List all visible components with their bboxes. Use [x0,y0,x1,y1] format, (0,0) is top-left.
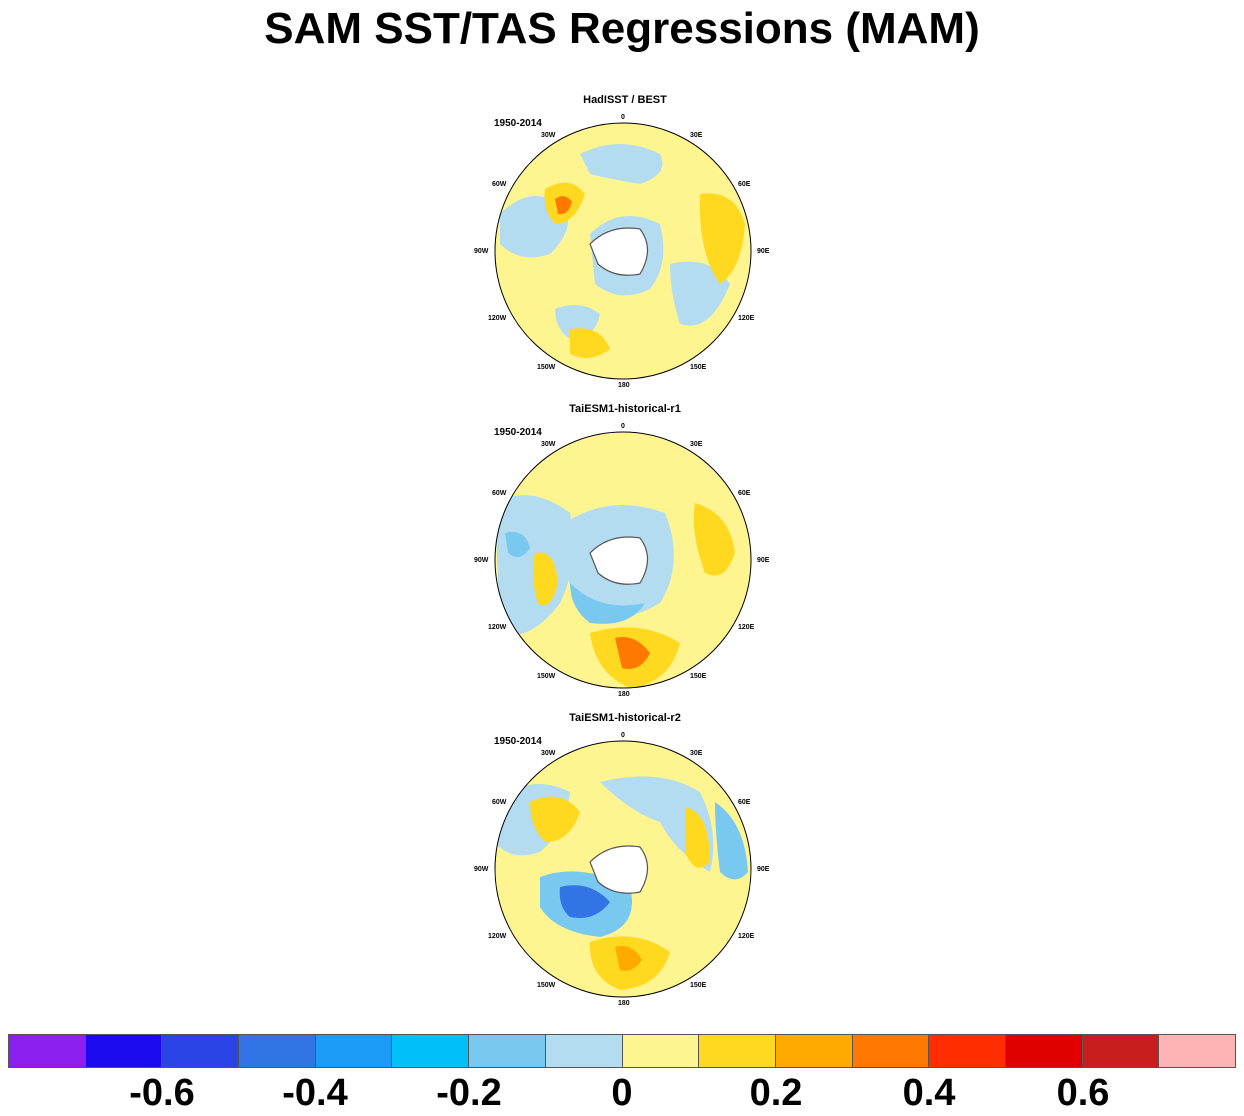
lon-label-120w: 120W [488,315,507,322]
lon-label-120e: 120E [738,933,755,940]
moderate-cool-anomaly [570,583,645,624]
map-panel-taiesm1-r1: TaiESM1-historical-r1 1950-2014 0 30E 60… [470,403,780,703]
strong-warm-anomaly [615,637,650,669]
lon-label-90e: 90E [757,557,770,564]
map-boundary [494,122,752,380]
warm-anomaly [685,807,710,868]
lon-label-120w: 120W [488,624,507,631]
panel-title: HadISST / BEST [583,94,667,106]
lon-label-180: 180 [618,1000,630,1007]
colorbar-box [621,1034,700,1068]
strong-warm-anomaly [615,945,642,971]
lon-label-60w: 60W [492,799,507,806]
lon-label-30e: 30E [690,132,703,139]
moderate-cool-anomaly [715,802,748,880]
strong-cool-anomaly [559,885,610,918]
lon-label-0: 0 [621,732,625,739]
colorbar-box [928,1034,1006,1068]
colorbar-box [8,1034,86,1068]
cool-anomaly [670,261,730,326]
map-panel-taiesm1-r2: TaiESM1-historical-r2 1950-2014 0 30E 60… [470,712,780,1012]
lon-label-150e: 150E [690,982,707,989]
colorbar-label: 0 [611,1072,633,1114]
colorbar [8,1034,1236,1068]
lon-label-30e: 30E [690,441,703,448]
cool-anomaly [580,144,663,184]
panel-period: 1950-2014 [494,118,542,129]
lon-label-60e: 60E [738,490,751,497]
warm-anomaly [533,552,558,606]
lon-label-30w: 30W [541,441,556,448]
colorbar-box [161,1034,240,1068]
colorbar-box [314,1034,393,1068]
polar-map [494,431,752,689]
lon-label-90w: 90W [474,866,489,873]
cool-anomaly [600,776,714,872]
lon-label-30e: 30E [690,750,703,757]
lon-label-60w: 60W [492,181,507,188]
lon-label-150w: 150W [537,673,556,680]
lon-label-90e: 90E [757,866,770,873]
lon-label-0: 0 [621,114,625,121]
lon-label-120e: 120E [738,624,755,631]
lon-label-90w: 90W [474,557,489,564]
colorbar-label: 0.4 [902,1072,956,1114]
strong-warm-anomaly [555,196,572,215]
lon-label-60e: 60E [738,799,751,806]
colorbar-label: 0.6 [1056,1072,1110,1114]
warm-anomaly [693,503,735,576]
lon-label-60w: 60W [492,490,507,497]
colorbar-label: -0.4 [282,1072,348,1114]
warm-anomaly [530,796,580,842]
lon-label-30w: 30W [541,750,556,757]
map-boundary [494,740,752,998]
lon-label-150e: 150E [690,364,707,371]
warm-anomaly [570,328,610,358]
panel-title: TaiESM1-historical-r1 [569,403,681,415]
lon-label-120w: 120W [488,933,507,940]
antarctica [589,845,649,894]
polar-map [494,122,752,380]
colorbar-box [238,1034,316,1068]
colorbar-label: 0.2 [749,1072,803,1114]
map-boundary [494,431,752,689]
lon-label-150e: 150E [690,673,707,680]
lon-label-180: 180 [618,382,630,389]
colorbar-box [851,1034,930,1068]
figure-title: SAM SST/TAS Regressions (MAM) [264,4,980,53]
colorbar-box [1004,1034,1083,1068]
panel-period: 1950-2014 [494,736,542,747]
panel-period: 1950-2014 [494,427,542,438]
colorbar-box [1158,1034,1236,1068]
antarctica [589,227,649,276]
colorbar-label: -0.2 [436,1072,502,1114]
lon-label-150w: 150W [537,364,556,371]
lon-label-30w: 30W [541,132,556,139]
lon-label-150w: 150W [537,982,556,989]
panel-title: TaiESM1-historical-r2 [569,712,681,724]
colorbar-box [1081,1034,1160,1068]
lon-label-180: 180 [618,691,630,698]
lon-label-120e: 120E [738,315,755,322]
colorbar-box [698,1034,776,1068]
colorbar-box [84,1034,163,1068]
lon-label-90w: 90W [474,248,489,255]
lon-label-60e: 60E [738,181,751,188]
colorbar-box [468,1034,546,1068]
warm-anomaly [699,193,745,284]
colorbar-label: -0.6 [129,1072,195,1114]
lon-label-0: 0 [621,423,625,430]
colorbar-box [544,1034,623,1068]
polar-map [494,740,752,998]
lon-label-90e: 90E [757,248,770,255]
moderate-cool-anomaly [505,532,530,557]
antarctica [589,536,649,585]
colorbar-box [391,1034,470,1068]
colorbar-box [774,1034,853,1068]
map-panel-hadisst: HadISST / BEST 1950-2014 0 30E 60E 90E 1… [470,94,780,394]
